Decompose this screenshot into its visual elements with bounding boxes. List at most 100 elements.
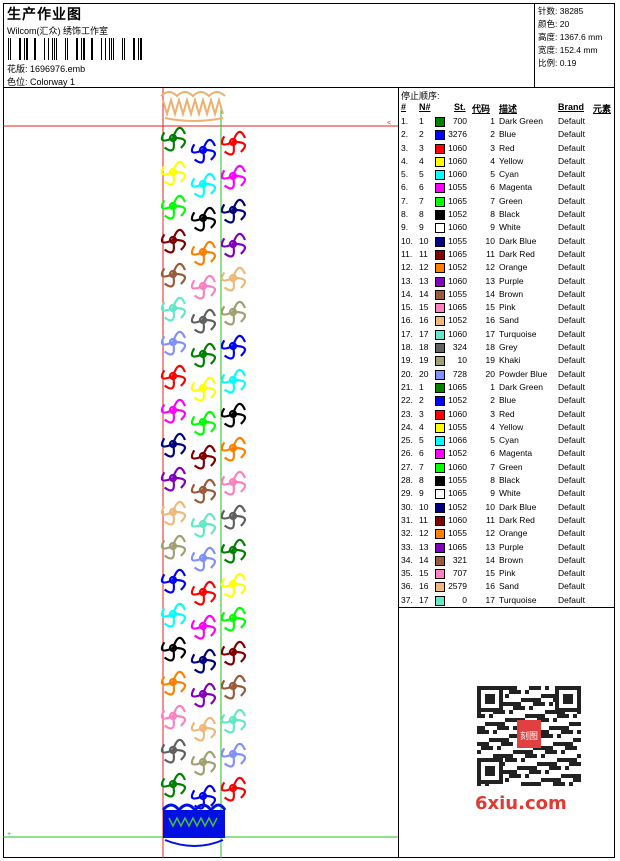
flower-center [168, 371, 178, 381]
stop-row: 19. 19 10 19 Khaki Default [399, 354, 615, 367]
stop-index: 17. [401, 328, 413, 339]
stop-stitches: 3276 [448, 129, 467, 140]
stop-description: White [499, 488, 521, 499]
stop-code: 10 [485, 501, 495, 512]
flower-center [198, 791, 208, 801]
qr-module [573, 758, 577, 762]
flower-center [228, 477, 238, 487]
stop-needle: 3 [419, 142, 424, 153]
flower-center [228, 375, 238, 385]
qr-module [533, 698, 537, 702]
flower-center [198, 621, 208, 631]
color-swatch [435, 263, 445, 274]
qr-module [505, 778, 509, 782]
flower-center [228, 545, 238, 555]
flower-center [198, 519, 208, 529]
qr-code-image: 刻图 [471, 680, 587, 792]
stop-stitches: 0 [462, 594, 467, 605]
bottom-border-motif [161, 803, 227, 847]
stop-description: White [499, 222, 521, 233]
qr-module [509, 690, 513, 694]
stop-code: 10 [485, 235, 495, 246]
stop-code: 8 [490, 209, 495, 220]
stop-description: Turquoise [499, 594, 537, 605]
color-swatch [435, 449, 445, 460]
stop-row: 2. 2 3276 2 Blue Default [399, 128, 615, 141]
stop-brand: Default [558, 328, 585, 339]
qr-module [545, 770, 549, 774]
stop-index: 31. [401, 514, 413, 525]
qr-module [521, 766, 525, 770]
qr-module [513, 774, 517, 778]
flower-motif [160, 602, 187, 628]
qr-module [509, 774, 513, 778]
stop-code: 17 [485, 328, 495, 339]
stop-code: 3 [490, 408, 495, 419]
qr-finder-core [563, 694, 573, 704]
qr-module [505, 770, 509, 774]
qr-module [525, 750, 529, 754]
barcode-bar [26, 38, 28, 60]
stop-brand: Default [558, 169, 585, 180]
stop-needle: 2 [419, 129, 424, 140]
flower-center [198, 281, 208, 291]
qr-module [485, 742, 489, 746]
flower-motif [220, 742, 247, 768]
stop-index: 15. [401, 302, 413, 313]
stop-index: 8. [401, 209, 409, 220]
stat-width: 宽度: 152.4 mm [538, 44, 598, 56]
design-preview[interactable]: < + [3, 88, 399, 858]
stop-row: 22. 2 1052 2 Blue Default [399, 394, 615, 407]
flower-center [198, 757, 208, 767]
flower-center [168, 541, 178, 551]
qr-module [577, 730, 581, 734]
qr-module [517, 774, 521, 778]
qr-module [573, 746, 577, 750]
pattern-file-line: 花版: 1696976.emb [7, 62, 85, 75]
barcode-bar [140, 38, 142, 60]
flower-center [198, 145, 208, 155]
stop-stitches: 1060 [448, 275, 467, 286]
color-swatch [435, 382, 445, 393]
stop-stitches: 1055 [448, 528, 467, 539]
stop-description: Pink [499, 568, 516, 579]
stat-scale: 比例: 0.19 [538, 57, 576, 69]
qr-module [513, 734, 517, 738]
qr-module [545, 746, 549, 750]
stat-label: 颜色: [538, 19, 558, 29]
color-swatch [435, 462, 445, 473]
stat-label: 比例: [538, 58, 558, 68]
flower-center [228, 783, 238, 793]
stop-code: 13 [485, 275, 495, 286]
flower-motif [220, 708, 247, 734]
flower-center [198, 349, 208, 359]
barcode-bar [65, 38, 66, 60]
stop-description: Yellow [499, 155, 524, 166]
stop-brand: Default [558, 222, 585, 233]
stop-index: 29. [401, 488, 413, 499]
stop-brand: Default [558, 315, 585, 326]
stop-code: 3 [490, 142, 495, 153]
qr-module [537, 686, 541, 690]
stop-index: 14. [401, 288, 413, 299]
stop-code: 15 [485, 568, 495, 579]
flower-motif [220, 470, 247, 496]
qr-module [513, 718, 517, 722]
qr-module [565, 766, 569, 770]
qr-module [501, 742, 505, 746]
flower-motif [160, 364, 187, 390]
flower-motif [190, 138, 217, 164]
qr-module [553, 766, 557, 770]
stop-row: 28. 8 1055 8 Black Default [399, 474, 615, 487]
stop-needle: 3 [419, 408, 424, 419]
flower-center [228, 749, 238, 759]
qr-module [557, 726, 561, 730]
qr-module [577, 774, 581, 778]
qr-module [561, 742, 565, 746]
stop-index: 16. [401, 315, 413, 326]
flower-center [198, 315, 208, 325]
barcode-bar [81, 38, 82, 60]
qr-module [509, 710, 513, 714]
stop-row: 20. 20 728 20 Powder Blue Default [399, 368, 615, 381]
flower-center [198, 655, 208, 665]
